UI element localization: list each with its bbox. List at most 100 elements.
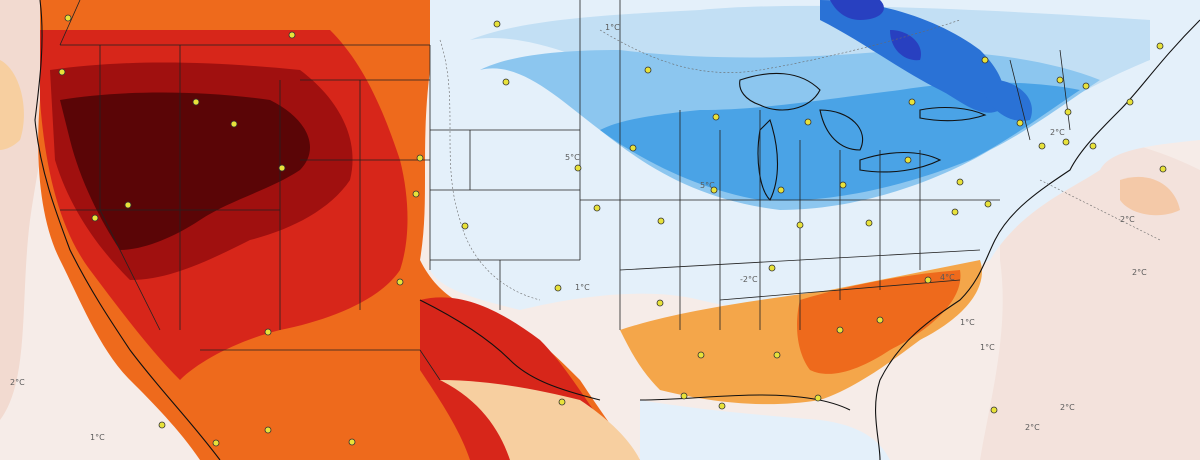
city-marker [416,154,424,162]
atlantic-shading [980,133,1200,460]
contour-label: 1°C [960,318,975,327]
contour-dashed-1 [439,39,541,301]
city-marker [984,200,992,208]
pacific-coastline [34,0,221,460]
cool-core-3 [980,79,1032,121]
contour-label: 2°C [1060,403,1075,412]
city-marker [278,164,286,172]
city-marker [768,264,776,272]
city-marker [1082,82,1090,90]
contour-label: 1°C [90,433,105,442]
city-marker [288,31,296,39]
city-marker [593,204,601,212]
city-marker [777,186,785,194]
city-marker [657,217,665,225]
city-marker [680,392,688,400]
city-marker [839,181,847,189]
city-marker [629,144,637,152]
city-marker [796,221,804,229]
mexico-light [440,380,640,460]
city-marker [981,56,989,64]
city-marker [1016,119,1024,127]
city-marker [574,164,582,172]
lake-huron [819,109,863,151]
city-marker [64,14,72,22]
city-marker [502,78,510,86]
contour-label: 1°C [575,283,590,292]
contour-label: 5°C [700,181,715,190]
city-marker [697,351,705,359]
city-marker [836,326,844,334]
city-marker [656,299,664,307]
city-marker [1156,42,1164,50]
lake-erie [859,151,942,173]
contour-label: 2°C [10,378,25,387]
city-marker [412,190,420,198]
contour-label: 2°C [1050,128,1065,137]
city-marker [1089,142,1097,150]
city-marker [212,439,220,447]
city-marker [990,406,998,414]
city-marker [58,68,66,76]
city-marker [644,66,652,74]
city-marker [924,276,932,284]
atlantic-coastline [875,19,1200,460]
city-marker [554,284,562,292]
city-marker [951,208,959,216]
city-marker [158,421,166,429]
city-marker [1064,108,1072,116]
contour-label: 1°C [605,23,620,32]
city-marker [718,402,726,410]
contour-label: 4°C [940,273,955,282]
contour-label: 2°C [1120,215,1135,224]
city-marker [348,438,356,446]
gulf-coastline [639,394,851,411]
city-marker [814,394,822,402]
pacific-warm-patch [0,60,24,150]
cool-core-1 [830,0,884,20]
contour-label: 2°C [1025,423,1040,432]
lake-ontario [919,106,987,122]
contour-label: 5°C [565,153,580,162]
city-marker [264,426,272,434]
city-marker [124,201,132,209]
city-marker [710,186,718,194]
city-marker [773,351,781,359]
lake-superior [739,72,821,111]
contour-dashed-2 [599,19,961,73]
atlantic-warm-patch [1120,176,1180,216]
gulf-cool [640,400,890,460]
city-marker [876,316,884,324]
city-marker [91,214,99,222]
city-marker [1038,142,1046,150]
city-marker [956,178,964,186]
city-marker [712,113,720,121]
contour-label: -2°C [740,275,758,284]
warm-core [60,92,310,250]
city-marker [396,278,404,286]
city-marker [493,20,501,28]
cool-core-2 [890,30,921,61]
city-marker [908,98,916,106]
contour-label: 1°C [980,343,995,352]
city-marker [192,98,200,106]
state-borders [59,0,1071,331]
city-marker [1062,138,1070,146]
texas-coastline [419,299,601,401]
city-marker [264,328,272,336]
us-mexico-border [200,349,441,381]
city-marker [1159,165,1167,173]
city-marker [904,156,912,164]
city-marker [865,219,873,227]
city-marker [461,222,469,230]
city-markers [58,14,1167,447]
city-marker [558,398,566,406]
contour-labels: 1°C 2°C 5°C 5°C 1°C -2°C 4°C 2°C 2°C 1°C… [10,23,1147,442]
contour-label: 2°C [1132,268,1147,277]
city-marker [1056,76,1064,84]
city-marker [230,120,238,128]
city-marker [1126,98,1134,106]
city-marker [804,118,812,126]
